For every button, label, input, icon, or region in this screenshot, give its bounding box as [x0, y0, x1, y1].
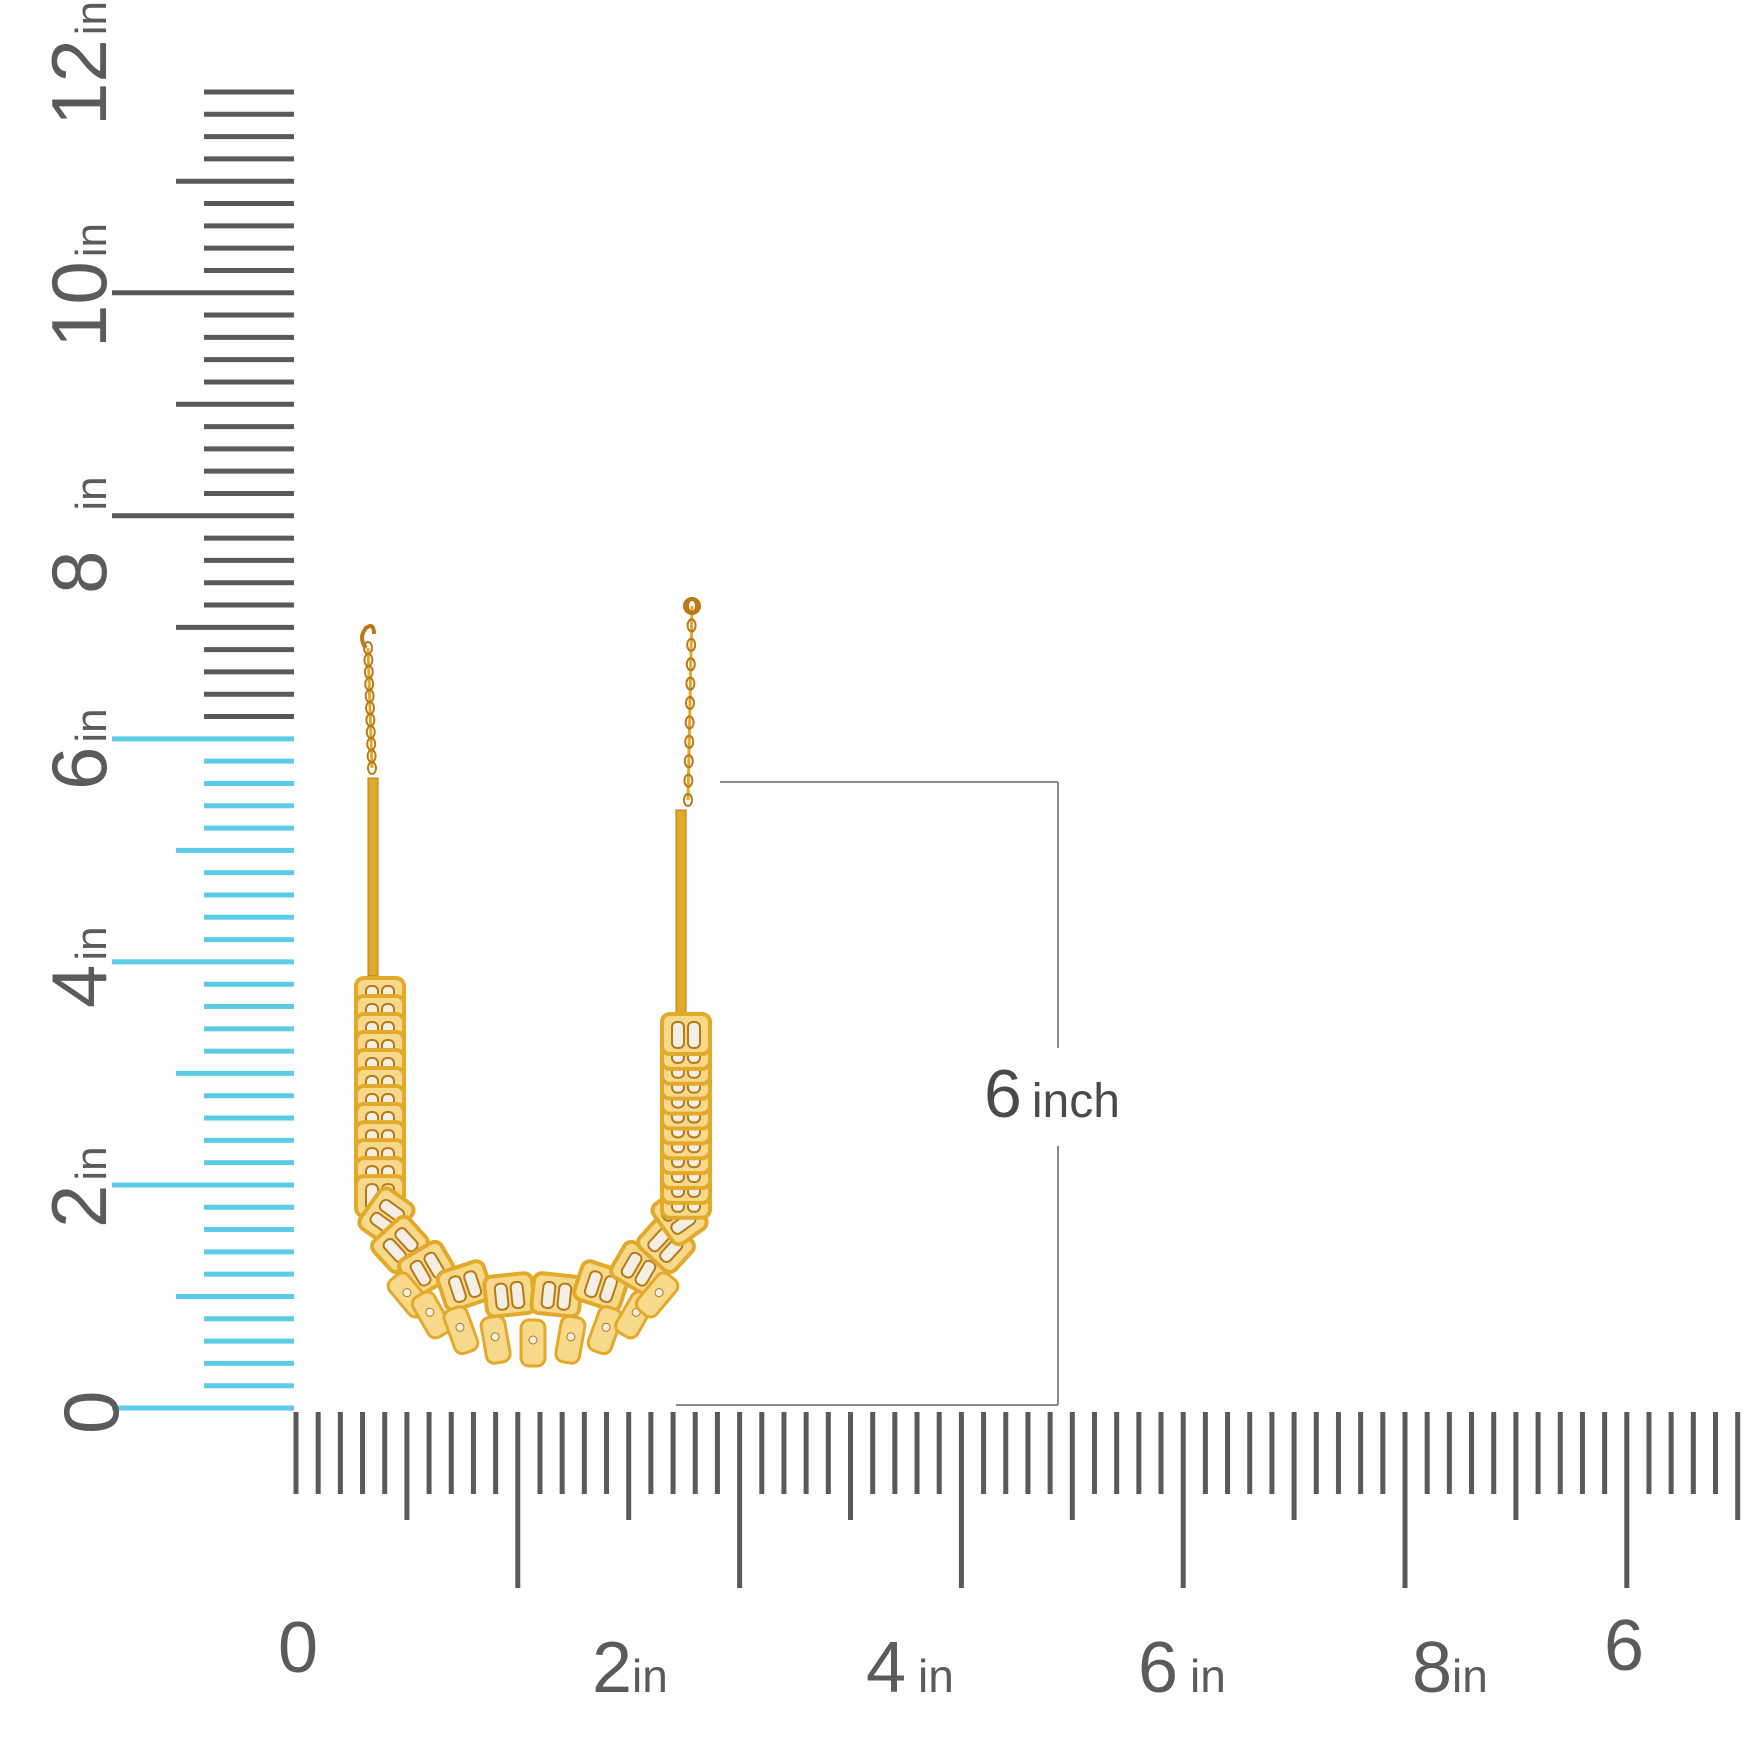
- drop-stone: [601, 1322, 611, 1332]
- left-rod: [367, 777, 379, 977]
- chain-link: [685, 696, 695, 710]
- vertical-label-unit: in: [67, 476, 116, 511]
- link-inner-left: [540, 1280, 557, 1310]
- horizontal-label-unit: in: [1452, 1650, 1488, 1702]
- necklace-drop: [479, 1314, 512, 1365]
- chain-link: [683, 793, 693, 807]
- chain-link: [686, 637, 697, 652]
- link-inner-right: [634, 1259, 657, 1287]
- horizontal-label-4: 4 in: [866, 1632, 954, 1704]
- horizontal-label-number: 4: [866, 1628, 907, 1708]
- left-chain: [363, 641, 377, 775]
- chain-link: [683, 754, 694, 769]
- necklace-drop: [519, 1318, 547, 1368]
- necklace-drop: [634, 1271, 680, 1319]
- chain-link: [683, 773, 694, 788]
- horizontal-label-number: 8: [1412, 1628, 1453, 1708]
- horizontal-label-unit: in: [1190, 1650, 1226, 1702]
- link-inner-right: [687, 1021, 701, 1049]
- link-inner-left: [671, 1021, 685, 1049]
- dimension-label: 6 inch: [984, 1060, 1120, 1128]
- horizontal-label-8: 8in: [1412, 1632, 1488, 1704]
- necklace-link: [660, 1012, 712, 1056]
- link-inner-right: [509, 1280, 526, 1310]
- link-inner-right: [394, 1227, 419, 1253]
- vertical-label-2: 2in: [35, 1146, 123, 1228]
- vertical-label-number: 2: [35, 1184, 123, 1228]
- right-chain: [683, 599, 697, 807]
- vertical-label-number: 6: [35, 746, 123, 790]
- link-inner-left: [620, 1251, 643, 1279]
- link-inner-right: [556, 1282, 573, 1311]
- horizontal-label-2: 2in: [592, 1632, 668, 1704]
- vertical-label-0: 0: [47, 1391, 135, 1434]
- vertical-label-8: 8 in: [35, 476, 123, 594]
- chain-link: [686, 618, 697, 633]
- necklace-drop: [554, 1314, 587, 1365]
- chain-strand: [686, 605, 694, 801]
- vertical-label-number: 12: [35, 39, 123, 126]
- link-inner-left: [409, 1259, 432, 1287]
- necklace-drop: [586, 1305, 624, 1356]
- necklace-link: [435, 1259, 494, 1313]
- chain-link: [685, 676, 696, 691]
- necklace-link: [482, 1271, 537, 1319]
- gold-necklace-image: [354, 597, 712, 1368]
- link-inner-left: [583, 1270, 603, 1299]
- link-inner-left: [448, 1275, 467, 1304]
- horizontal-label-edge: 6: [1604, 1610, 1644, 1682]
- drop-stone: [455, 1322, 465, 1332]
- vertical-label-unit: in: [67, 1146, 116, 1181]
- horizontal-label-6: 6 in: [1138, 1632, 1226, 1704]
- vertical-label-number: 8: [35, 550, 123, 594]
- chain-link: [684, 734, 695, 749]
- necklace-drop: [442, 1305, 480, 1356]
- vertical-label-unit: in: [67, 708, 116, 743]
- link-frame: [482, 1271, 537, 1319]
- link-inner-left: [493, 1282, 510, 1311]
- vertical-ruler-ticks: [112, 89, 294, 1411]
- vertical-label-number: 0: [47, 1390, 135, 1434]
- vertical-label-number: 4: [35, 964, 123, 1008]
- vertical-label-number: 10: [35, 261, 123, 348]
- chain-link: [367, 761, 377, 775]
- vertical-label-unit: in: [67, 0, 116, 36]
- link-frame: [660, 1012, 712, 1056]
- necklace-link: [529, 1271, 584, 1319]
- vertical-label-unit: in: [67, 926, 116, 961]
- drop-stone: [490, 1332, 500, 1342]
- horizontal-label-number: 6: [1604, 1606, 1645, 1686]
- dimension-unit: inch: [1031, 1075, 1120, 1128]
- horizontal-label-number: 2: [592, 1628, 633, 1708]
- horizontal-label-0: 0: [278, 1612, 318, 1684]
- right-rod: [675, 809, 687, 1021]
- vertical-label-12: 12in: [35, 0, 123, 126]
- chain-link: [684, 715, 695, 730]
- right-clasp-ring: [683, 597, 701, 615]
- drop-stone: [402, 1288, 412, 1298]
- vertical-label-4: 4in: [35, 926, 123, 1008]
- dimension-value: 6: [984, 1056, 1022, 1132]
- link-inner-right: [463, 1270, 483, 1299]
- horizontal-label-number: 6: [1138, 1628, 1179, 1708]
- drop-stone: [566, 1332, 576, 1342]
- drop-stone: [425, 1307, 435, 1317]
- horizontal-ruler-ticks: [293, 1412, 1741, 1588]
- chain-link: [685, 657, 696, 672]
- horizontal-label-number: 0: [278, 1608, 319, 1688]
- drop-stone: [654, 1288, 664, 1298]
- necklace-drop: [410, 1290, 452, 1340]
- dimension-bracket: [676, 781, 1059, 1406]
- horizontal-label-unit: in: [918, 1650, 954, 1702]
- horizontal-label-unit: in: [632, 1650, 668, 1702]
- vertical-label-10: 10in: [35, 222, 123, 348]
- vertical-label-unit: in: [67, 222, 116, 258]
- vertical-label-6: 6in: [35, 708, 123, 790]
- left-hook: [360, 624, 376, 650]
- drop-stone: [528, 1335, 538, 1345]
- chain-strand: [366, 647, 374, 769]
